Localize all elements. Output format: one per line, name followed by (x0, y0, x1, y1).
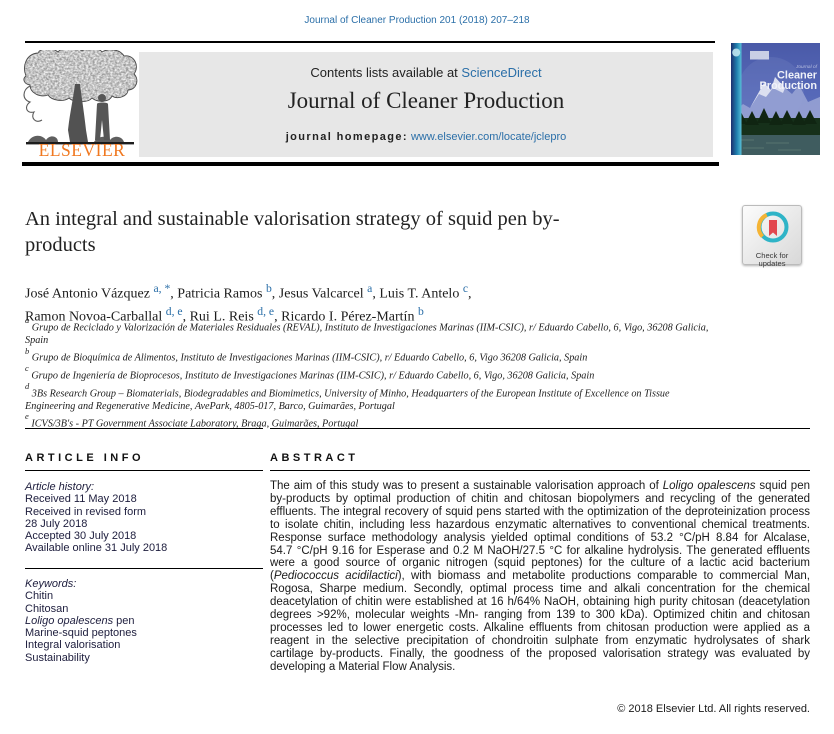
svg-text:Production: Production (760, 80, 817, 92)
